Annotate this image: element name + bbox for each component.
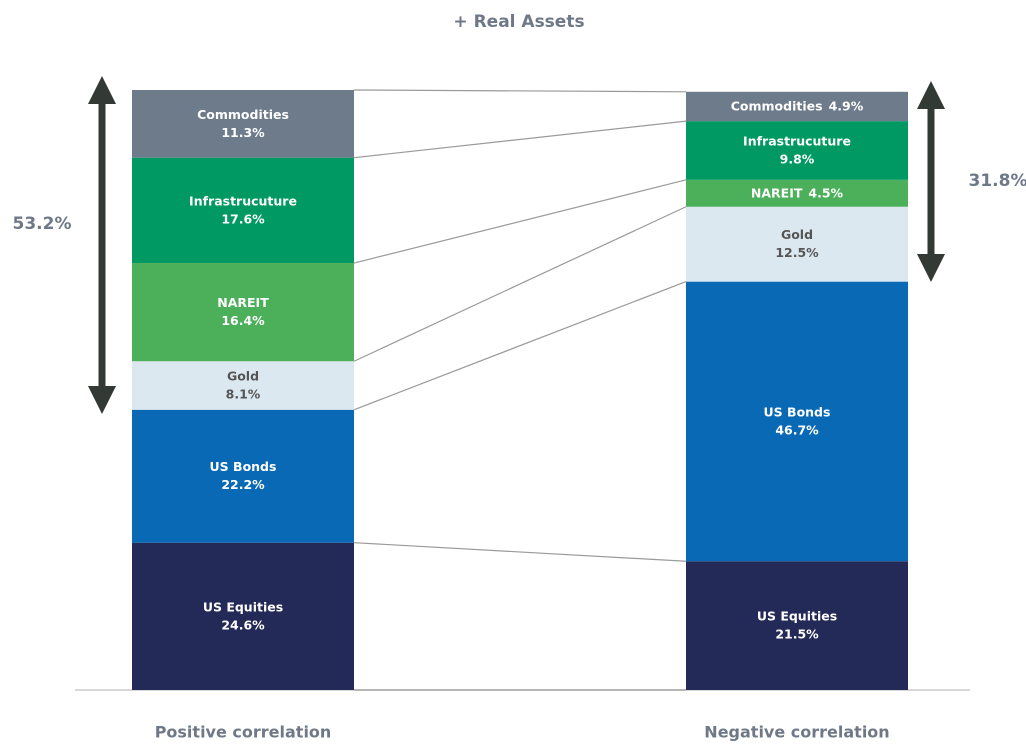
segment-name: Gold — [781, 227, 813, 242]
segment-label: Commodities 4.9% — [731, 98, 864, 113]
segment-name: US Equities — [757, 608, 837, 623]
segment-name: NAREIT — [751, 185, 803, 200]
segment-label: NAREIT 16.4% — [217, 295, 269, 328]
segment-name: NAREIT — [217, 295, 269, 310]
bar-segment — [686, 91, 908, 122]
segment-value: 4.9% — [829, 98, 864, 113]
bar-segment — [132, 157, 354, 264]
connector — [353, 179, 687, 264]
segment-value: 11.3% — [221, 124, 265, 139]
bar-segment — [132, 542, 354, 690]
segment-label: US Bonds 46.7% — [764, 404, 831, 437]
segment-value: 8.1% — [226, 386, 261, 401]
segment-value: 17.6% — [221, 211, 265, 226]
segment-name: US Bonds — [210, 459, 277, 474]
connector — [353, 120, 687, 159]
connector — [353, 281, 687, 411]
segment-name: US Bonds — [764, 404, 831, 419]
segment-value: 46.7% — [775, 422, 819, 437]
bar-segment — [686, 561, 908, 690]
segment-value: 12.5% — [775, 245, 819, 260]
x-tick-label: Positive correlation — [155, 723, 332, 742]
annotation: 53.2% — [13, 214, 72, 234]
segment-value: 24.6% — [221, 617, 265, 632]
bar-segment — [686, 121, 908, 180]
segment-value: 4.5% — [808, 185, 843, 200]
bar-segment — [686, 179, 908, 207]
segment-value: 22.2% — [221, 477, 265, 492]
segment-label: Gold 8.1% — [226, 368, 261, 401]
bar-segment — [132, 409, 354, 543]
bar-segment — [132, 263, 354, 362]
annotation: 31.8% — [969, 171, 1026, 191]
bar-segment — [132, 361, 354, 410]
segment-label: NAREIT 4.5% — [751, 185, 844, 200]
segment-value: 21.5% — [775, 626, 819, 641]
segment-name: Commodities — [197, 106, 289, 121]
segment-label: US Equities 24.6% — [203, 599, 283, 632]
bar-segment — [132, 90, 354, 158]
segment-label: US Bonds 22.2% — [210, 459, 277, 492]
segment-label: Infrastrucuture 17.6% — [189, 193, 297, 226]
segment-label: Infrastrucuture 9.8% — [743, 133, 851, 166]
connector — [353, 542, 687, 562]
segment-name: Commodities — [731, 98, 823, 113]
connector — [353, 206, 687, 362]
segment-name: US Equities — [203, 599, 283, 614]
segment-value: 9.8% — [780, 151, 815, 166]
chart-title: + Real Assets — [453, 12, 584, 32]
bar-segment — [686, 206, 908, 282]
segment-label: Commodities 11.3% — [197, 106, 289, 139]
segment-name: Gold — [227, 368, 259, 383]
x-tick-label: Negative correlation — [704, 723, 889, 742]
segment-label: Gold 12.5% — [775, 227, 819, 260]
segment-name: Infrastrucuture — [189, 193, 297, 208]
bar-segment — [686, 281, 908, 562]
segment-value: 16.4% — [221, 313, 265, 328]
connector — [353, 89, 687, 93]
segment-name: Infrastrucuture — [743, 133, 851, 148]
segment-label: US Equities 21.5% — [757, 608, 837, 641]
